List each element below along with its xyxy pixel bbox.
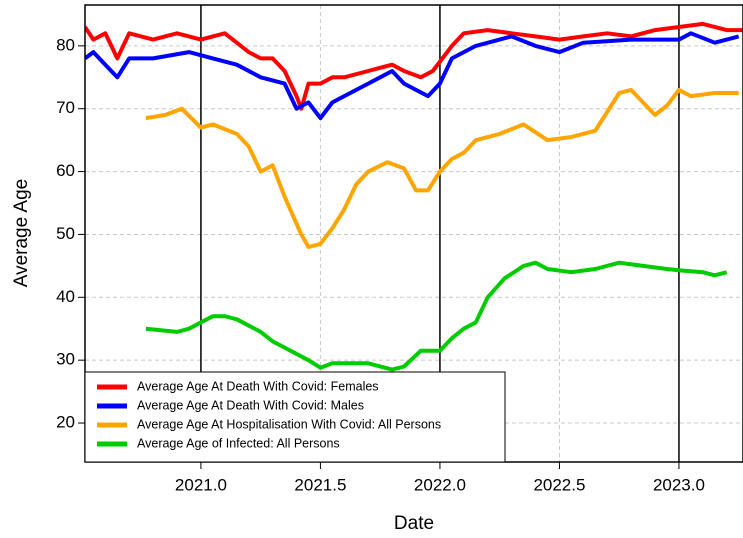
legend-label: Average Age At Death With Covid: Females (137, 379, 379, 393)
x-tick-label: 2021.5 (294, 475, 346, 494)
x-tick-label: 2023.0 (653, 475, 705, 494)
x-tick-label: 2022.5 (533, 475, 585, 494)
y-tick-label: 70 (56, 98, 75, 117)
y-tick-label: 80 (56, 35, 75, 54)
legend-label: Average Age At Death With Covid: Males (137, 398, 364, 412)
series-line (85, 21, 743, 111)
series-line (85, 31, 740, 121)
x-tick-label: 2022.0 (414, 475, 466, 494)
legend-box (84, 371, 506, 463)
x-axis-label: Date (394, 513, 434, 534)
y-axis-label: Average Age (11, 179, 32, 287)
x-tick-label: 2021.0 (175, 475, 227, 494)
y-tick-label: 60 (56, 161, 75, 180)
y-tick-label: 30 (56, 350, 75, 369)
legend-label: Average Age of Infected: All Persons (137, 436, 340, 450)
legend-label: Average Age At Hospitalisation With Covi… (137, 417, 441, 431)
y-tick-label: 20 (56, 413, 75, 432)
series-line (145, 260, 728, 372)
y-tick-label: 50 (56, 224, 75, 243)
y-tick-label: 40 (56, 287, 75, 306)
series-line (145, 87, 739, 249)
